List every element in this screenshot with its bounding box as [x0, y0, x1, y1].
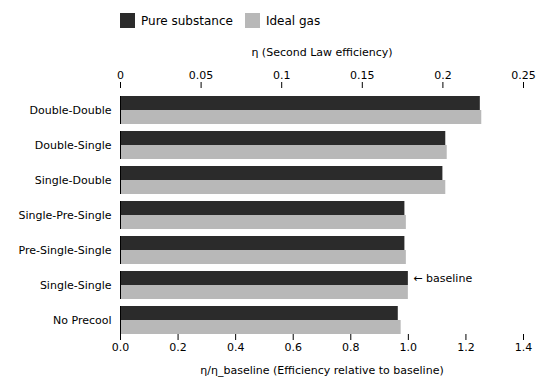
- svg-text:Single-Pre-Single: Single-Pre-Single: [18, 209, 111, 222]
- svg-text:0.2: 0.2: [169, 341, 187, 354]
- svg-text:0.15: 0.15: [350, 69, 375, 82]
- svg-text:Single-Single: Single-Single: [40, 279, 112, 292]
- svg-text:No Precool: No Precool: [53, 314, 112, 327]
- svg-text:0.2: 0.2: [434, 69, 452, 82]
- svg-text:0.4: 0.4: [227, 341, 245, 354]
- svg-text:η (Second Law efficiency): η (Second Law efficiency): [251, 46, 392, 59]
- svg-text:Double-Single: Double-Single: [35, 139, 112, 152]
- svg-text:0.0: 0.0: [112, 341, 130, 354]
- svg-text:Pre-Single-Single: Pre-Single-Single: [18, 244, 111, 257]
- svg-text:Double-Double: Double-Double: [30, 104, 112, 117]
- svg-text:0.6: 0.6: [284, 341, 302, 354]
- svg-text:0.05: 0.05: [189, 69, 214, 82]
- svg-text:0: 0: [117, 69, 124, 82]
- html-text:Ideal gas: Ideal gas: [265, 13, 321, 28]
- svg-text:← baseline: ← baseline: [413, 272, 472, 285]
- svg-text:Single-Double: Single-Double: [35, 174, 112, 187]
- svg-text:1.0: 1.0: [400, 341, 418, 354]
- svg-text:1.4: 1.4: [515, 341, 533, 354]
- svg-text:0.25: 0.25: [511, 69, 536, 82]
- svg-text:1.2: 1.2: [457, 341, 475, 354]
- html-text:Pure substance: Pure substance: [141, 13, 233, 28]
- svg-text:0.1: 0.1: [273, 69, 291, 82]
- svg-text:0.8: 0.8: [342, 341, 360, 354]
- svg-text:η/η_baseline (Efficiency relat: η/η_baseline (Efficiency relative to bas…: [200, 364, 443, 377]
